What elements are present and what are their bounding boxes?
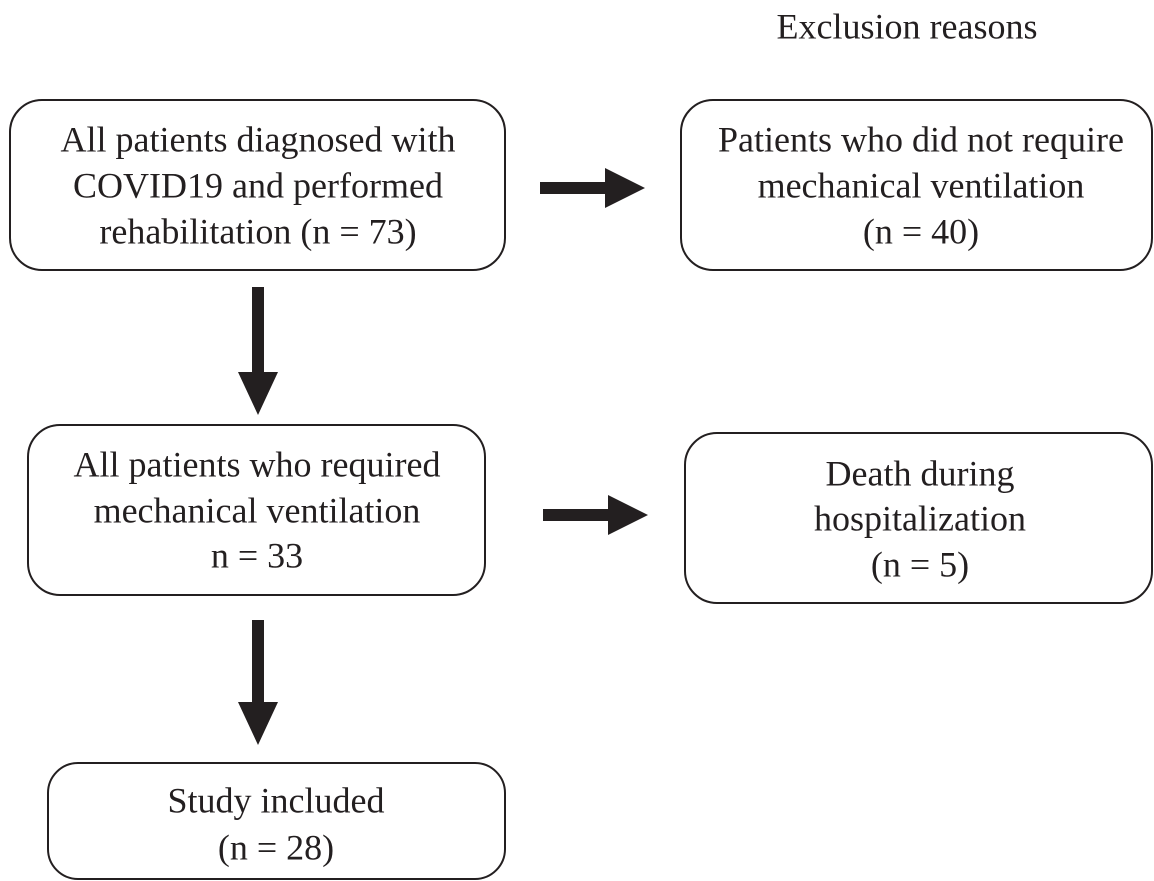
node-text: rehabilitation (n = 73): [99, 211, 416, 251]
node-text: Study included: [168, 780, 385, 820]
node-box: [680, 99, 1153, 271]
node-text: Patients who did not require: [718, 119, 1124, 159]
node-text: mechanical ventilation: [94, 490, 421, 530]
node-text: (n = 40): [863, 211, 979, 251]
node-box: [27, 424, 486, 596]
arrow-right: [543, 495, 648, 535]
node-text: mechanical ventilation: [758, 165, 1085, 205]
node-box: [47, 762, 506, 880]
node-text: (n = 28): [218, 827, 334, 867]
node-text: Death during: [826, 453, 1015, 493]
arrow-down: [238, 287, 278, 415]
arrow-right: [540, 168, 645, 208]
node-text: n = 33: [211, 535, 303, 575]
node-text: All patients diagnosed with: [61, 119, 456, 159]
node-text: COVID19 and performed: [73, 165, 443, 205]
node-box: [9, 99, 506, 271]
node-text: All patients who required: [74, 444, 441, 484]
node-box: [684, 432, 1153, 604]
arrow-down: [238, 620, 278, 745]
node-text: (n = 5): [871, 544, 969, 584]
node-text: hospitalization: [814, 498, 1026, 538]
header-title: Exclusion reasons: [777, 6, 1038, 46]
